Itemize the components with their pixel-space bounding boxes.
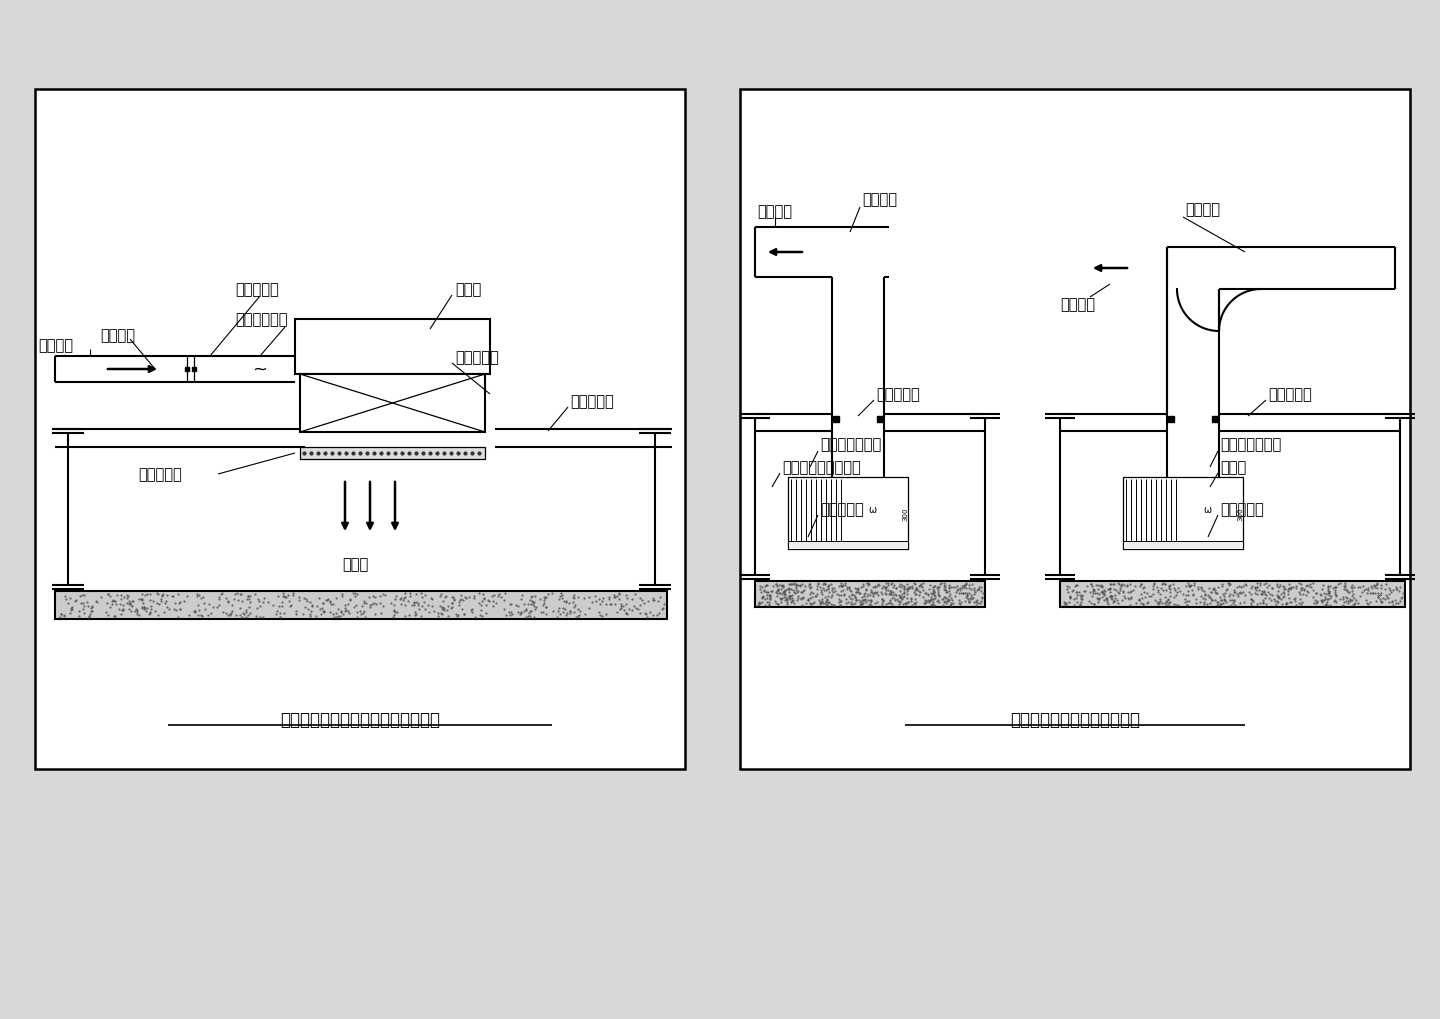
Bar [35, 90, 685, 769]
Text: ω: ω [1202, 504, 1211, 515]
Text: 回风支管: 回风支管 [1185, 203, 1220, 217]
Text: 静压箱: 静压箱 [455, 282, 481, 298]
Text: 洁净室: 洁净室 [341, 557, 369, 572]
Text: 300: 300 [1237, 506, 1243, 521]
Bar [755, 582, 985, 607]
Bar [1123, 541, 1243, 549]
Text: 彩钢板回风竖井: 彩钢板回风竖井 [819, 437, 881, 452]
Text: 扩散圆孔板: 扩散圆孔板 [138, 467, 181, 482]
Bar [300, 447, 485, 460]
Bar [740, 90, 1410, 769]
Text: 对开调节阀: 对开调节阀 [235, 282, 279, 298]
Bar [55, 591, 667, 620]
Text: 高效送风口安装及与风管衔接示意图: 高效送风口安装及与风管衔接示意图 [279, 710, 441, 729]
Text: 彩钢板吊顶: 彩钢板吊顶 [1269, 387, 1312, 403]
Text: 内设无纺布: 内设无纺布 [1220, 502, 1264, 517]
Text: 气流流向: 气流流向 [757, 204, 792, 219]
Bar [295, 320, 490, 375]
Text: 送风支管: 送风支管 [37, 338, 73, 354]
Text: 彩钢板回风竖井: 彩钢板回风竖井 [1220, 437, 1282, 452]
Bar [300, 375, 485, 433]
Bar [1123, 478, 1243, 549]
Bar [788, 478, 909, 549]
Text: 人造革软接头: 人造革软接头 [235, 312, 288, 327]
Text: ~: ~ [252, 361, 268, 379]
Text: 高效过滤器: 高效过滤器 [455, 351, 498, 365]
Text: 内设无纺布: 内设无纺布 [819, 502, 864, 517]
Text: 彩钢板吊顶: 彩钢板吊顶 [570, 394, 613, 409]
Bar [1060, 582, 1405, 607]
Text: 气流流向: 气流流向 [1060, 298, 1094, 312]
Text: 彩钢板吊顶: 彩钢板吊顶 [876, 387, 920, 403]
Text: 300: 300 [901, 506, 909, 521]
Text: 单层可调百叶回风口: 单层可调百叶回风口 [782, 460, 861, 475]
Text: 回风口: 回风口 [1220, 460, 1246, 475]
Text: ω: ω [868, 504, 876, 515]
Text: 回风竖井与回风管衔接示意图: 回风竖井与回风管衔接示意图 [1009, 710, 1140, 729]
Bar [788, 541, 909, 549]
Text: 回风干管: 回风干管 [863, 193, 897, 207]
Text: 气流流向: 气流流向 [99, 328, 135, 343]
